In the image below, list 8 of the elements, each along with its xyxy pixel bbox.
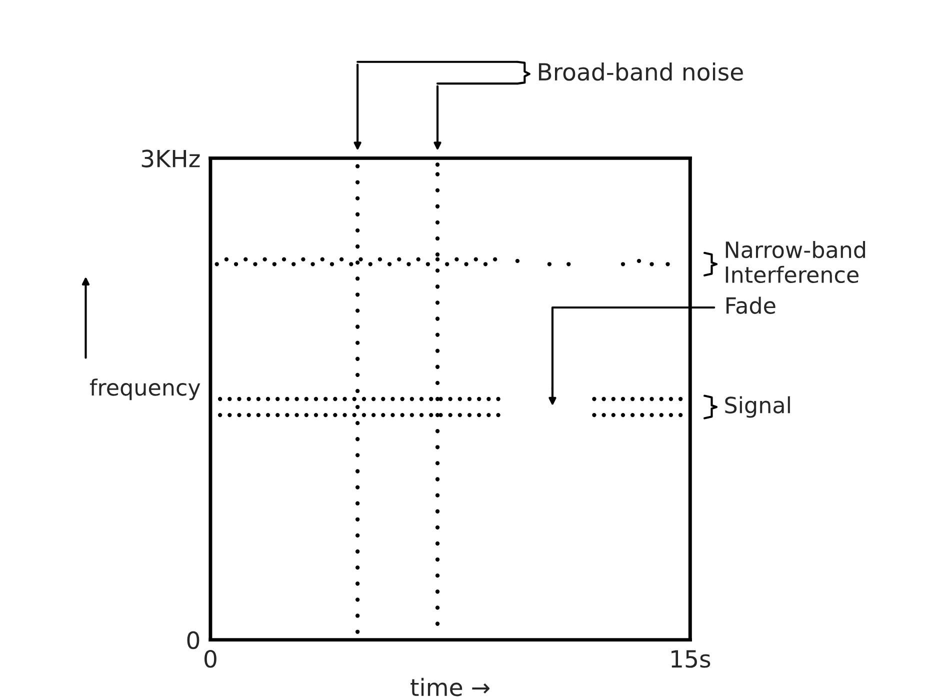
x-axis-title: time → — [410, 678, 490, 696]
text: Fade — [726, 296, 776, 314]
text: Signal — [725, 396, 790, 418]
text: Narrow-band Interference — [726, 240, 866, 284]
y-tick-label: 3KHz — [142, 150, 200, 168]
text: Broad-band noise — [538, 62, 743, 81]
y-axis-title: frequency — [90, 378, 200, 400]
x-tick-label: 15s — [672, 650, 710, 668]
